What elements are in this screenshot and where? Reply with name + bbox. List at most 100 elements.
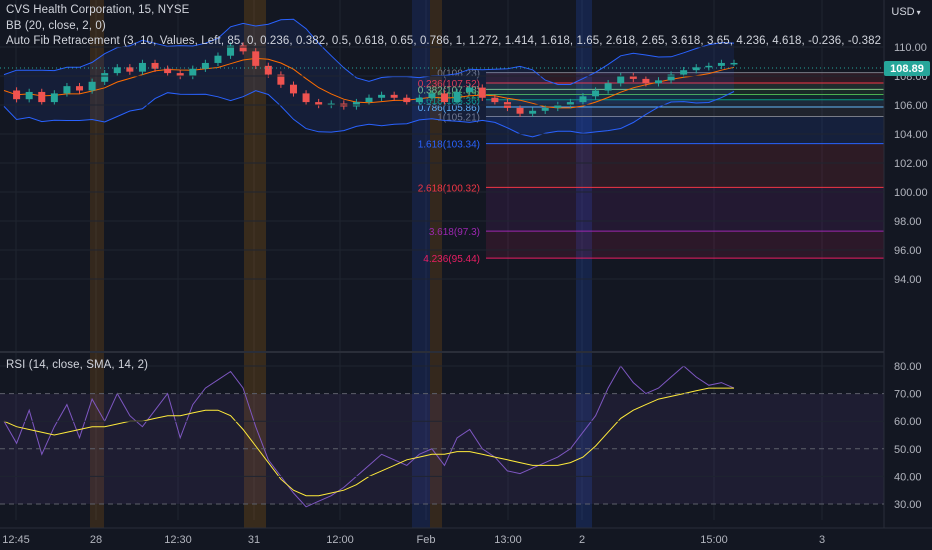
candle [654,77,662,87]
bb-legend[interactable]: BB (20, close, 2, 0) [6,20,106,32]
fib-zone [486,89,884,95]
fib-zone [486,72,884,83]
fib-zone [486,116,884,144]
fib-level-label: 0.786(105.86) [418,103,480,114]
session-highlights [90,0,592,528]
candle [88,78,96,94]
currency-selector[interactable]: USD ▾ [884,4,928,20]
candlestick-series [13,42,738,117]
fib-level-label: 0(108.23) [437,69,480,80]
bollinger-bands-layer [3,18,735,138]
candle [352,98,360,110]
time-tick-label: 13:00 [494,534,522,546]
fib-level-label: 4.236(95.44) [423,254,480,265]
candle [592,87,600,100]
time-tick-label: 12:45 [2,534,30,546]
currency-label: USD [891,6,915,18]
symbol-title[interactable]: CVS Health Corporation, 15, NYSE [6,4,190,16]
candle [239,42,247,55]
candle [302,90,310,106]
rsi-tick-label: 70.00 [894,389,922,401]
candle [692,64,700,74]
fib-level-label: 0.236(107.52) [418,79,480,90]
candle [390,91,398,101]
fib-level-label: 3.618(97.3) [429,227,480,238]
fib-retracement-layer: 0(108.23)0.236(107.52)0.382(107.08)0.5(1… [418,69,884,265]
time-tick-label: 2 [579,534,585,546]
rsi-legend[interactable]: RSI (14, close, SMA, 14, 2) [6,359,149,371]
time-tick-label: 12:00 [326,534,354,546]
candle [50,90,58,106]
rsi-tick-label: 40.00 [894,471,922,483]
price-tick-label: 110.00 [894,42,927,54]
price-tick-label: 106.00 [894,100,928,112]
candle [327,100,335,109]
fib-zone [486,187,884,232]
candle [365,94,373,106]
time-tick-label: 31 [248,534,260,546]
price-tick-label: 102.00 [894,158,928,170]
candle [403,94,411,106]
candle [38,88,46,106]
candle [541,104,549,114]
time-axis[interactable]: 12:45 28 12:30 31 12:00 Feb 13:00 2 15:00 3 [2,534,825,546]
candle [516,104,524,117]
candle [554,101,562,112]
candle [415,94,423,106]
price-tick-label: 104.00 [894,129,928,141]
candle [453,88,461,106]
fib-zone [486,82,884,90]
candle [667,71,675,84]
candle [466,84,474,96]
candle [642,75,650,87]
price-tick-label: 94.00 [894,274,922,286]
candle [76,82,84,94]
candle [252,48,260,70]
candle [428,90,436,101]
time-tick-label: 15:00 [700,534,728,546]
candle [604,80,612,94]
rsi-axis[interactable]: 80.00 70.00 60.00 50.00 40.00 30.00 [0,361,922,511]
candle [63,82,71,97]
candle [315,98,323,109]
fib-level-label: 2.618(100.32) [418,183,480,194]
time-tick-label: 3 [819,534,825,546]
bb-lower-line [3,90,735,138]
fib-zone [486,99,884,108]
rsi-tick-label: 50.00 [894,444,922,456]
candle [101,69,109,85]
time-tick-label: 28 [90,534,102,546]
candle [264,62,272,78]
candle [491,94,499,106]
candle [201,59,209,72]
fib-zone [486,143,884,188]
fib-legend[interactable]: Auto Fib Retracement (3, 10, Values, Lef… [6,35,882,47]
fib-zone [486,107,884,117]
time-tick-label: Feb [417,534,436,546]
candle [126,64,134,75]
candle [164,65,172,77]
fib-level-label: 1(105.21) [437,112,480,123]
candle [289,81,297,97]
candle [176,69,184,80]
rsi-tick-label: 60.00 [894,416,922,428]
price-tick-label: 98.00 [894,216,922,228]
candle [441,90,449,106]
candle [529,107,537,117]
candle [378,91,386,101]
candle [113,64,121,77]
vertical-grid [15,0,823,520]
fib-level-label: 1.618(103.34) [418,140,480,151]
rsi-tick-label: 80.00 [894,361,922,373]
candle [277,71,285,88]
price-tick-label: 100.00 [894,187,928,199]
last-price-tag: 108.89 [884,61,930,76]
candle [717,59,725,70]
candle [478,84,486,101]
fib-zone [486,231,884,259]
candle [617,72,625,87]
candle [629,72,637,83]
candle [13,87,21,103]
